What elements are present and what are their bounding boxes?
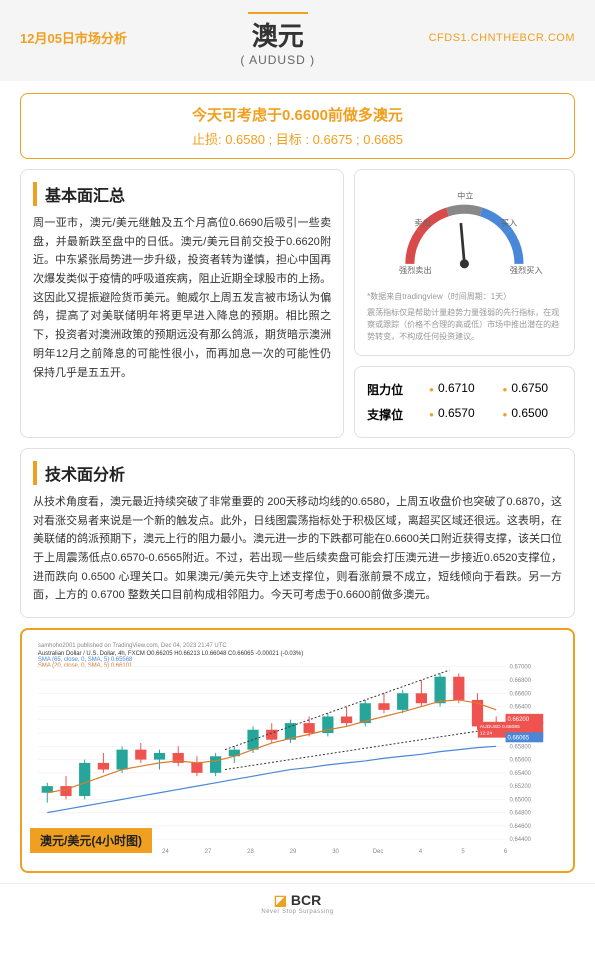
svg-text:0.66600: 0.66600 [510, 691, 532, 697]
svg-text:27: 27 [205, 849, 212, 855]
support-v2: 0.6500 [511, 406, 548, 420]
fundamentals-card: 基本面汇总 周一亚市，澳元/美元继触及五个月高位0.6690后吸引一些卖盘，并最… [20, 169, 344, 438]
svg-text:0.65800: 0.65800 [510, 744, 532, 750]
resistance-v1: 0.6710 [438, 381, 475, 395]
svg-text:0.64800: 0.64800 [510, 811, 532, 817]
svg-text:0.65200: 0.65200 [510, 784, 532, 790]
svg-text:29: 29 [290, 849, 297, 855]
title-block: 澳元 ( AUDUSD ) [240, 8, 315, 67]
reco-line2: 止损: 0.6580 ; 目标 : 0.6675 ; 0.6685 [31, 129, 564, 148]
svg-text:强烈卖出: 强烈卖出 [399, 265, 432, 275]
fundamentals-text: 周一亚市，澳元/美元继触及五个月高位0.6690后吸引一些卖盘，并最新跌至盘中的… [33, 214, 331, 382]
header: 12月05日市场分析 澳元 ( AUDUSD ) CFDS1.CHNTHEBCR… [0, 0, 595, 81]
support-v1: 0.6570 [438, 406, 475, 420]
subtitle: ( AUDUSD ) [240, 53, 315, 67]
main-title: 澳元 [240, 16, 315, 53]
website-url: CFDS1.CHNTHEBCR.COM [429, 32, 575, 44]
svg-text:0.65400: 0.65400 [510, 771, 532, 777]
svg-text:Dec: Dec [373, 849, 384, 855]
svg-text:0.66065: 0.66065 [508, 735, 530, 741]
chart-card: samhoho2001 published on TradingView.com… [20, 628, 575, 873]
svg-text:6: 6 [504, 849, 508, 855]
svg-text:买入: 买入 [501, 219, 517, 228]
footer: ◪ BCR Never Stop Surpassing [0, 883, 595, 923]
date-label: 12月05日市场分析 [20, 28, 127, 47]
svg-text:0.65600: 0.65600 [510, 758, 532, 764]
svg-text:中立: 中立 [457, 190, 473, 200]
svg-text:samhoho2001 published on Tradi: samhoho2001 published on TradingView.com… [38, 643, 227, 649]
svg-text:0.65000: 0.65000 [510, 797, 532, 803]
footer-logo: ◪ BCR [0, 892, 595, 909]
sentiment-gauge: 强烈卖出 卖出 中立买入强烈买入 [367, 182, 562, 282]
gauge-note-2: 震荡指标仅是帮助计量趋势力量强弱的先行指标，在观察或跟踪（价格不合理的高或低）市… [367, 307, 562, 343]
technical-card: 技术面分析 从技术角度看，澳元最近持续突破了非常重要的 200天移动均线的0.6… [20, 448, 575, 618]
recommendation-card: 今天可考虑于0.6600前做多澳元 止损: 0.6580 ; 目标 : 0.66… [20, 93, 575, 159]
technical-text: 从技术角度看，澳元最近持续突破了非常重要的 200天移动均线的0.6580，上周… [33, 493, 562, 605]
support-label: 支撑位 [367, 406, 415, 423]
svg-text:0.66400: 0.66400 [510, 705, 532, 711]
fundamentals-title: 基本面汇总 [33, 182, 331, 206]
svg-text:24: 24 [162, 849, 169, 855]
chart-subtitle-bar: 澳元/美元(4小时图) [30, 828, 152, 853]
svg-text:强烈买入: 强烈买入 [510, 266, 543, 275]
svg-text:SMA (20, close, 0, SMA, 5) 0.: SMA (20, close, 0, SMA, 5) 0.66101 [38, 663, 133, 669]
price-chart: samhoho2001 published on TradingView.com… [30, 638, 565, 858]
gauge-note-1: *数据来自tradingview（时间周期：1天） [367, 291, 562, 303]
svg-text:0.66800: 0.66800 [510, 678, 532, 684]
svg-text:0.64600: 0.64600 [510, 824, 532, 830]
sentiment-gauge-card: 强烈卖出 卖出 中立买入强烈买入 *数据来自tradingview（时间周期：1天）… [354, 169, 575, 356]
svg-text:5: 5 [461, 849, 465, 855]
technical-title: 技术面分析 [33, 461, 562, 485]
svg-text:卖出: 卖出 [415, 218, 431, 228]
svg-text:0.64400: 0.64400 [510, 837, 532, 843]
svg-text:4: 4 [419, 849, 423, 855]
svg-text:12:24: 12:24 [480, 731, 493, 737]
svg-text:28: 28 [247, 849, 254, 855]
svg-text:30: 30 [332, 849, 339, 855]
levels-card: 阻力位 ●0.6710 ●0.6750 支撑位 ●0.6570 ●0.6500 [354, 366, 575, 438]
svg-text:AUDUSD 0.66085: AUDUSD 0.66085 [480, 724, 520, 730]
resistance-v2: 0.6750 [511, 381, 548, 395]
resistance-label: 阻力位 [367, 381, 415, 398]
reco-line1: 今天可考虑于0.6600前做多澳元 [31, 104, 564, 125]
footer-sub: Never Stop Surpassing [0, 909, 595, 915]
svg-text:0.67000: 0.67000 [510, 665, 532, 671]
